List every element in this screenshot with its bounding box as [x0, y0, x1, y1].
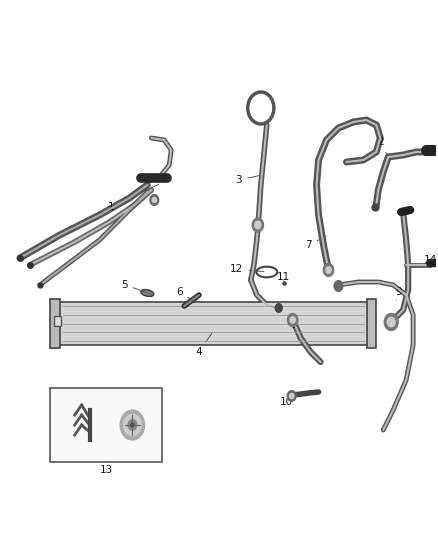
Circle shape	[128, 419, 137, 430]
Circle shape	[131, 423, 134, 427]
Text: 3: 3	[236, 175, 259, 185]
Bar	[50, 300, 60, 348]
Circle shape	[326, 267, 331, 273]
Text: 11: 11	[277, 272, 290, 282]
Ellipse shape	[141, 289, 154, 296]
Text: 12: 12	[230, 264, 264, 274]
Bar	[54, 316, 61, 326]
Bar	[367, 300, 375, 348]
Bar	[50, 388, 162, 462]
Circle shape	[287, 313, 298, 326]
Circle shape	[275, 304, 282, 312]
Text: 1: 1	[108, 184, 159, 212]
Circle shape	[253, 99, 268, 118]
Circle shape	[387, 317, 395, 327]
Circle shape	[384, 313, 398, 330]
Text: 4: 4	[196, 332, 212, 357]
Bar	[55, 302, 370, 345]
Text: 7: 7	[305, 236, 326, 250]
Circle shape	[290, 317, 295, 323]
Text: 13: 13	[100, 462, 113, 475]
Circle shape	[334, 281, 343, 292]
Circle shape	[323, 264, 334, 277]
Text: 8: 8	[290, 320, 302, 337]
Circle shape	[124, 414, 141, 435]
Text: 9: 9	[395, 287, 402, 300]
Circle shape	[252, 218, 264, 232]
Text: 10: 10	[280, 393, 297, 407]
Circle shape	[287, 391, 296, 401]
Text: 2: 2	[377, 137, 387, 155]
Circle shape	[150, 195, 159, 205]
Text: 5: 5	[121, 280, 147, 292]
Circle shape	[290, 393, 294, 399]
Circle shape	[120, 410, 145, 440]
Circle shape	[255, 221, 261, 229]
Text: 14: 14	[420, 255, 437, 265]
Circle shape	[152, 197, 156, 203]
Text: 6: 6	[176, 287, 190, 298]
